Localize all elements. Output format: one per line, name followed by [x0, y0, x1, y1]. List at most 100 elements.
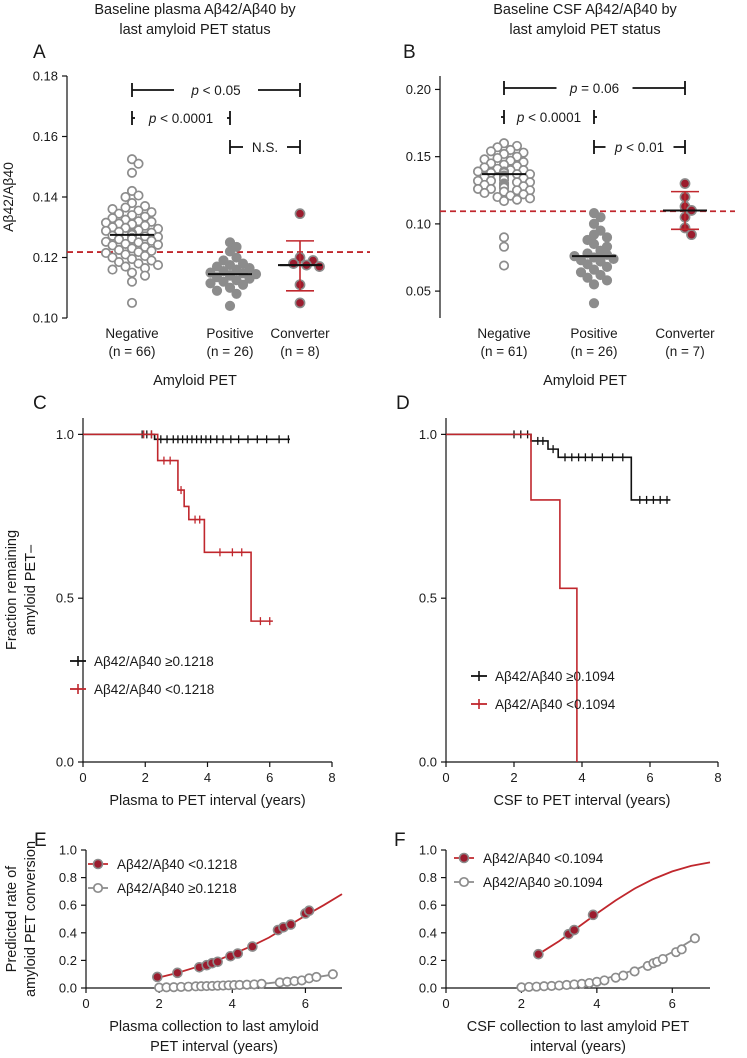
y-tick-label: 0.18 — [33, 69, 58, 84]
negative-point — [498, 195, 510, 207]
negative-point — [498, 241, 510, 252]
x-category-label: Negative — [477, 326, 530, 341]
x-axis-title: Amyloid PET — [543, 373, 627, 389]
converter-point — [686, 229, 697, 241]
y-tick-label: 1.0 — [56, 427, 74, 442]
y-axis-label-line: amyloid PET– — [23, 544, 39, 635]
p-symbol: p — [148, 111, 157, 126]
x-tick-label: 6 — [669, 996, 676, 1011]
x-tick-label: 2 — [142, 770, 149, 785]
panel-letter: B — [403, 42, 416, 63]
converter-point — [288, 258, 299, 269]
data-point — [599, 975, 610, 986]
x-category-n: (n = 66) — [109, 344, 156, 359]
panel-B: Baseline CSF Aβ42/Aβ40 by last amyloid PE… — [403, 2, 735, 389]
x-category-label: Negative — [105, 326, 158, 341]
x-tick-label: 2 — [156, 996, 163, 1011]
bracket-label: p < 0.0001 — [516, 110, 581, 125]
y-tick-label: 0.0 — [419, 981, 437, 996]
data-point — [587, 909, 599, 921]
data-point — [311, 971, 322, 983]
data-point — [212, 956, 223, 968]
x-tick-label: 2 — [518, 996, 525, 1011]
panel-E: E 0.0 0.2 0.4 0.6 0.8 1.0 0 2 4 6 Plasma collection… — [4, 830, 343, 1055]
positive-point — [601, 261, 613, 273]
y-tick-label: 0.8 — [419, 870, 437, 885]
positive-point — [237, 279, 249, 290]
negative-point — [120, 202, 131, 213]
data-point — [327, 969, 338, 980]
legend-label: Aβ42/Aβ40 ≥0.1218 — [94, 654, 214, 669]
panel-C: C 0.0 0.5 1.0 0 2 4 6 8 Plasma to PET interval (y… — [4, 393, 336, 809]
y-tick-label: 0.5 — [56, 591, 74, 606]
legend-marker — [458, 852, 470, 864]
x-category-label: Converter — [270, 326, 330, 341]
legend-label: Aβ42/Aβ40 <0.1094 — [483, 851, 604, 866]
y-tick-label: 0.0 — [56, 755, 74, 770]
positive-point — [218, 276, 229, 287]
y-axis-label: Aβ42/Aβ40 — [0, 162, 16, 232]
negative-point — [107, 264, 118, 275]
positive-point — [588, 218, 600, 229]
positive-point — [224, 300, 236, 311]
legend-label: Aβ42/Aβ40 ≥0.1094 — [483, 875, 603, 890]
x-axis-title-line: PET interval (years) — [150, 1039, 278, 1055]
data-point — [232, 948, 244, 959]
y-tick-label: 0.20 — [406, 82, 431, 97]
positive-point — [588, 238, 600, 250]
data-point — [303, 905, 315, 917]
x-tick-label: 0 — [442, 770, 449, 785]
panel-title-line2: last amyloid PET status — [119, 22, 270, 38]
negative-point — [485, 146, 497, 157]
x-axis-title: CSF to PET interval (years) — [493, 793, 670, 809]
x-tick-label: 8 — [714, 770, 721, 785]
km-curve — [446, 433, 578, 762]
positive-point — [582, 272, 593, 283]
negative-point — [139, 270, 151, 281]
x-tick-label: 4 — [229, 996, 236, 1011]
panel-letter: F — [394, 830, 406, 851]
positive-point — [224, 246, 236, 257]
x-category-n: (n = 7) — [665, 344, 704, 359]
p-symbol: p — [516, 110, 525, 125]
x-tick-label: 6 — [302, 996, 309, 1011]
negative-point — [511, 194, 523, 205]
positive-point — [595, 212, 606, 223]
panel-title-line1: Baseline CSF Aβ42/Aβ40 by — [493, 2, 677, 18]
x-axis-title: Plasma to PET interval (years) — [109, 793, 305, 809]
x-category-n: (n = 26) — [571, 344, 618, 359]
x-category-n: (n = 26) — [207, 344, 254, 359]
p-symbol: p — [569, 81, 578, 96]
converter-point — [679, 178, 691, 189]
converter-point — [314, 261, 325, 272]
p-symbol: p — [190, 83, 199, 98]
negative-point — [126, 267, 138, 278]
x-category-n: (n = 8) — [280, 344, 319, 359]
y-tick-label: 0.16 — [33, 129, 58, 144]
x-axis-title-line: CSF collection to last amyloid PET — [467, 1019, 690, 1035]
x-tick-label: 0 — [79, 770, 86, 785]
data-point — [285, 919, 297, 930]
negative-point — [146, 245, 157, 256]
p-value: < 0.0001 — [156, 111, 213, 126]
x-tick-label: 4 — [593, 996, 600, 1011]
panel-title-line2: last amyloid PET status — [509, 22, 660, 38]
data-point — [676, 944, 687, 955]
legend-marker — [92, 882, 104, 894]
negative-point — [498, 260, 510, 271]
data-point — [568, 924, 580, 936]
y-tick-label: 0.6 — [419, 898, 437, 913]
negative-point — [472, 166, 484, 177]
predicted-curve — [155, 893, 343, 980]
legend-marker — [458, 876, 470, 888]
negative-point — [126, 297, 138, 308]
positive-point — [582, 259, 593, 270]
x-tick-label: 2 — [510, 770, 517, 785]
y-tick-label: 0.0 — [419, 755, 437, 770]
data-point — [629, 966, 640, 977]
legend-marker — [92, 858, 104, 870]
data-point — [533, 948, 544, 960]
x-tick-label: 4 — [578, 770, 585, 785]
converter-point — [294, 208, 306, 220]
